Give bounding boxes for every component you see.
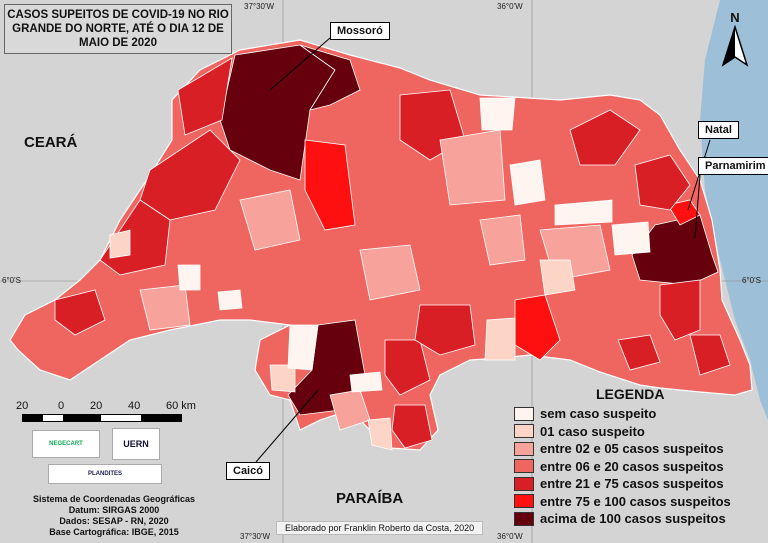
state-label-paraiba: PARAÍBA: [336, 490, 404, 507]
central-municipality-b: [414, 304, 476, 356]
legend-swatch: [514, 494, 534, 509]
pink-e: [359, 244, 421, 301]
legend-item: 01 caso suspeito: [514, 423, 731, 441]
legend-label: acima de 100 casos suspeitos: [540, 511, 726, 527]
white-f: [177, 264, 201, 291]
legend-label: entre 21 e 75 casos suspeitos: [540, 476, 724, 492]
legend-label: entre 02 e 05 casos suspeitos: [540, 441, 724, 457]
city-label-mossoro: Mossoró: [330, 22, 390, 40]
scale-label-2: 20: [90, 400, 103, 412]
legend-label: entre 75 e 100 casos suspeitos: [540, 493, 731, 509]
caico-municipality: [287, 319, 366, 416]
legend-item: entre 02 e 05 casos suspeitos: [514, 440, 731, 458]
city-label-parnamirim: Parnamirim: [698, 157, 768, 175]
legend-swatch: [514, 476, 534, 491]
pink-b: [439, 129, 506, 206]
white-d: [611, 221, 651, 256]
coord-lat-left: 6°0'S: [2, 276, 21, 285]
natal-municipality: [631, 214, 719, 286]
footer-line4: Base Cartográfica: IBGE, 2015: [49, 527, 179, 537]
north-letter: N: [730, 10, 740, 25]
footer-line3: Dados: SESAP - RN, 2020: [59, 516, 169, 526]
south-municipality-a: [384, 339, 431, 396]
east-c: [617, 334, 661, 371]
south-municipality-b: [391, 404, 433, 449]
coord-lat-right: 6°0'S: [742, 276, 761, 285]
white-h: [217, 289, 243, 311]
pink-f: [479, 214, 526, 266]
coord-lon-right-bottom: 36°0'W: [497, 532, 523, 541]
white-a: [479, 97, 516, 131]
light-e: [539, 259, 576, 296]
north-arrow: N: [717, 10, 753, 70]
legend-item: entre 06 e 20 casos suspeitos: [514, 458, 731, 476]
state-label-ceara: CEARÁ: [24, 134, 78, 151]
legend-item: entre 21 e 75 casos suspeitos: [514, 475, 731, 493]
light-c: [269, 364, 296, 393]
scale-bar: [22, 414, 182, 422]
plandites-logo: PLANDITES: [48, 464, 162, 484]
city-label-caico: Caicó: [226, 462, 270, 480]
legend-title: LEGENDA: [596, 386, 665, 402]
legend-item: entre 75 e 100 casos suspeitos: [514, 493, 731, 511]
legend-label: entre 06 e 20 casos suspeitos: [540, 458, 724, 474]
east-b: [689, 334, 731, 376]
municipalities: [54, 44, 731, 451]
uern-logo: UERN: [112, 428, 160, 460]
pink-a: [239, 189, 301, 251]
white-c: [554, 199, 613, 226]
map-footer: Sistema de Coordenadas Geográficas Datum…: [14, 494, 214, 538]
map-title: CASOS SUPEITOS DE COVID-19 NO RIO GRANDE…: [4, 4, 232, 54]
legend-swatch: [514, 424, 534, 439]
legend-label: sem caso suspeito: [540, 406, 657, 422]
legend-swatch: [514, 459, 534, 474]
legend-item: sem caso suspeito: [514, 405, 731, 423]
legend-swatch: [514, 441, 534, 456]
north-east-a: [569, 109, 641, 166]
light-b: [109, 229, 131, 259]
legend: sem caso suspeito 01 caso suspeito entre…: [514, 405, 731, 528]
scale-label-0: 20: [16, 400, 29, 412]
callout-lines: [255, 37, 711, 463]
west-municipality-a: [177, 57, 233, 136]
legend-swatch: [514, 511, 534, 526]
mossoro-north-municipality: [299, 44, 361, 111]
white-b: [509, 159, 546, 206]
west-municipality-d: [54, 289, 106, 336]
north-arrow-icon: [721, 24, 749, 67]
east-municipality-a: [634, 154, 691, 211]
scale-label-1: 0: [58, 400, 65, 412]
assu-municipality: [304, 139, 356, 231]
scale-label-3: 40: [128, 400, 141, 412]
footer-line1: Sistema de Coordenadas Geográficas: [32, 494, 196, 504]
legend-label: 01 caso suspeito: [540, 423, 645, 439]
parnamirim-municipality: [667, 199, 701, 226]
light-a: [484, 317, 516, 361]
scale-label-4: 60 km: [166, 400, 196, 412]
legend-swatch: [514, 406, 534, 421]
legend-item: acima de 100 casos suspeitos: [514, 510, 731, 528]
author-credit: Elaborado por Franklin Roberto da Costa,…: [276, 521, 484, 535]
coord-lon-right-top: 36°0'W: [497, 2, 523, 11]
footer-line2: Datum: SIRGAS 2000: [68, 505, 160, 515]
east-a: [659, 279, 701, 341]
light-d: [367, 417, 393, 451]
pink-d: [139, 284, 191, 331]
coord-lon-left-top: 37°30'W: [244, 2, 275, 11]
city-label-natal: Natal: [698, 121, 739, 139]
white-e: [287, 324, 319, 371]
negecart-logo: NEGECART: [32, 430, 100, 458]
white-g: [349, 371, 383, 393]
coord-lon-left-bottom: 37°30'W: [240, 532, 271, 541]
